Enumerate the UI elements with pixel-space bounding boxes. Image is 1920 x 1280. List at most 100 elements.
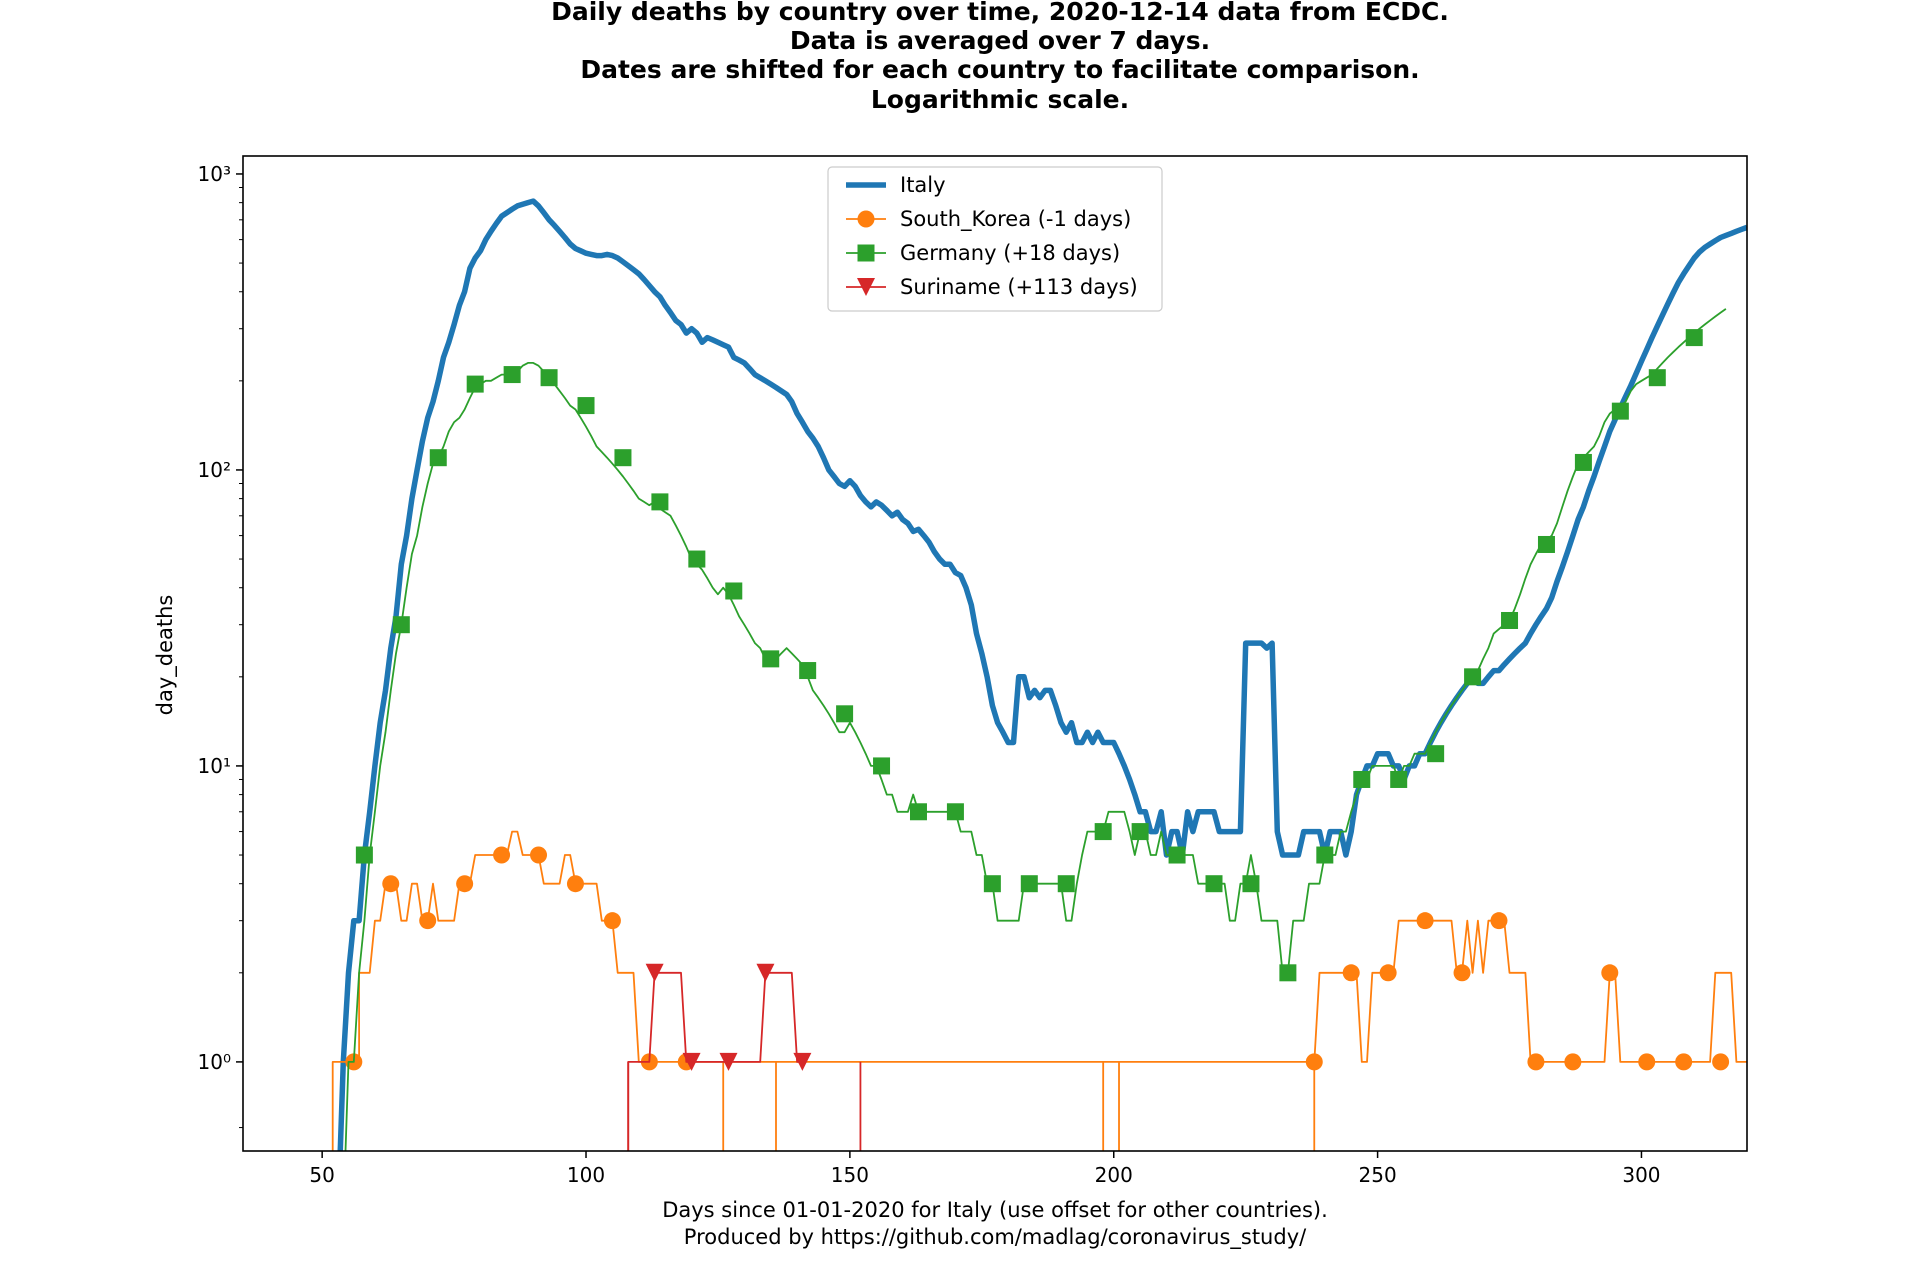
data-point bbox=[1353, 770, 1371, 788]
data-point bbox=[530, 846, 548, 864]
chart-title: Daily deaths by country over time, 2020-… bbox=[551, 0, 1449, 114]
x-axis-label-line-1: Days since 01-01-2020 for Italy (use off… bbox=[662, 1198, 1328, 1222]
data-point bbox=[799, 662, 817, 680]
legend-label: Suriname (+113 days) bbox=[900, 275, 1138, 299]
legend-label: Italy bbox=[900, 173, 946, 197]
data-point bbox=[577, 397, 595, 415]
data-point bbox=[719, 1052, 738, 1071]
title-line-2: Data is averaged over 7 days. bbox=[790, 26, 1210, 55]
data-point bbox=[1564, 1053, 1582, 1071]
data-point bbox=[1094, 823, 1112, 841]
x-tick-label: 250 bbox=[1359, 1163, 1397, 1187]
data-point bbox=[540, 369, 558, 387]
data-point bbox=[603, 912, 621, 930]
data-point bbox=[566, 875, 584, 893]
data-point bbox=[1279, 964, 1297, 982]
data-point bbox=[1379, 964, 1397, 982]
data-point bbox=[355, 846, 373, 864]
series-south_korea bbox=[331, 830, 1747, 1151]
data-point bbox=[1464, 668, 1482, 686]
data-point bbox=[1648, 369, 1666, 387]
data-point bbox=[1020, 875, 1038, 893]
data-point bbox=[1453, 964, 1471, 982]
ticks-layer: 50 100 150 200 250 300 10⁰ 10¹ 10² 10³ bbox=[198, 162, 1661, 1187]
series-layer bbox=[331, 198, 1747, 1151]
data-point bbox=[1527, 1053, 1545, 1071]
y-tick-label: 10³ bbox=[198, 162, 231, 186]
data-point bbox=[1390, 770, 1408, 788]
legend-marker bbox=[857, 210, 875, 228]
series-italy bbox=[337, 198, 1747, 1151]
series-line bbox=[331, 830, 1747, 1151]
plot-frame bbox=[242, 155, 1748, 1152]
series-line bbox=[627, 971, 803, 1151]
data-point bbox=[1416, 912, 1434, 930]
data-point bbox=[456, 875, 474, 893]
data-point bbox=[1342, 964, 1360, 982]
title-line-3: Dates are shifted for each country to fa… bbox=[580, 55, 1419, 84]
series-germany bbox=[344, 308, 1727, 1151]
data-point bbox=[1205, 875, 1223, 893]
data-point bbox=[493, 846, 511, 864]
data-point bbox=[1316, 846, 1334, 864]
data-point bbox=[1601, 964, 1619, 982]
series-line bbox=[337, 198, 1747, 1151]
data-point bbox=[1675, 1053, 1693, 1071]
title-line-1: Daily deaths by country over time, 2020-… bbox=[551, 0, 1449, 26]
data-point bbox=[725, 582, 743, 600]
y-axis-label: day_deaths bbox=[153, 595, 178, 716]
data-point bbox=[651, 493, 669, 511]
data-point bbox=[1057, 875, 1075, 893]
data-point bbox=[873, 757, 891, 775]
x-tick-label: 100 bbox=[567, 1163, 605, 1187]
legend-box bbox=[827, 166, 1163, 312]
series-line bbox=[344, 308, 1727, 1151]
data-point bbox=[1242, 875, 1260, 893]
data-point bbox=[503, 366, 521, 384]
data-point bbox=[793, 1052, 812, 1071]
data-point bbox=[909, 803, 927, 821]
data-point bbox=[682, 1052, 701, 1071]
data-point bbox=[1305, 1053, 1323, 1071]
data-point bbox=[1501, 611, 1519, 629]
legend-label: Germany (+18 days) bbox=[900, 241, 1120, 265]
data-point bbox=[1685, 329, 1703, 347]
data-point bbox=[762, 650, 780, 668]
title-line-4: Logarithmic scale. bbox=[871, 85, 1129, 114]
data-point bbox=[429, 449, 447, 467]
data-point bbox=[1490, 912, 1508, 930]
data-point bbox=[983, 875, 1001, 893]
data-point bbox=[1131, 823, 1149, 841]
legend-marker bbox=[857, 244, 875, 262]
y-tick-label: 10² bbox=[198, 458, 231, 482]
data-point bbox=[836, 705, 854, 723]
data-point bbox=[1427, 745, 1445, 763]
data-point bbox=[466, 375, 484, 393]
x-tick-label: 50 bbox=[309, 1163, 334, 1187]
y-tick-label: 10¹ bbox=[198, 754, 231, 778]
legend: Italy South_Korea (-1 days) Germany (+18 d… bbox=[827, 166, 1163, 312]
data-point bbox=[614, 449, 632, 467]
data-point bbox=[1537, 535, 1555, 553]
data-point bbox=[1712, 1053, 1730, 1071]
series-suriname bbox=[627, 963, 862, 1151]
data-point bbox=[645, 963, 664, 982]
data-point bbox=[392, 616, 410, 634]
y-tick-label: 10⁰ bbox=[198, 1050, 231, 1074]
legend-label: South_Korea (-1 days) bbox=[900, 207, 1131, 232]
data-point bbox=[946, 803, 964, 821]
legend-marker bbox=[857, 278, 875, 296]
x-axis-label-line-2: Produced by https://github.com/madlag/co… bbox=[684, 1225, 1307, 1250]
data-point bbox=[1638, 1053, 1656, 1071]
data-point bbox=[688, 550, 706, 568]
data-point bbox=[382, 875, 400, 893]
data-point bbox=[419, 912, 437, 930]
data-point bbox=[1611, 402, 1629, 420]
x-tick-label: 300 bbox=[1622, 1163, 1660, 1187]
x-tick-label: 200 bbox=[1095, 1163, 1133, 1187]
data-point bbox=[1168, 846, 1186, 864]
data-point bbox=[756, 963, 775, 982]
x-tick-label: 150 bbox=[831, 1163, 869, 1187]
data-point bbox=[1574, 453, 1592, 471]
